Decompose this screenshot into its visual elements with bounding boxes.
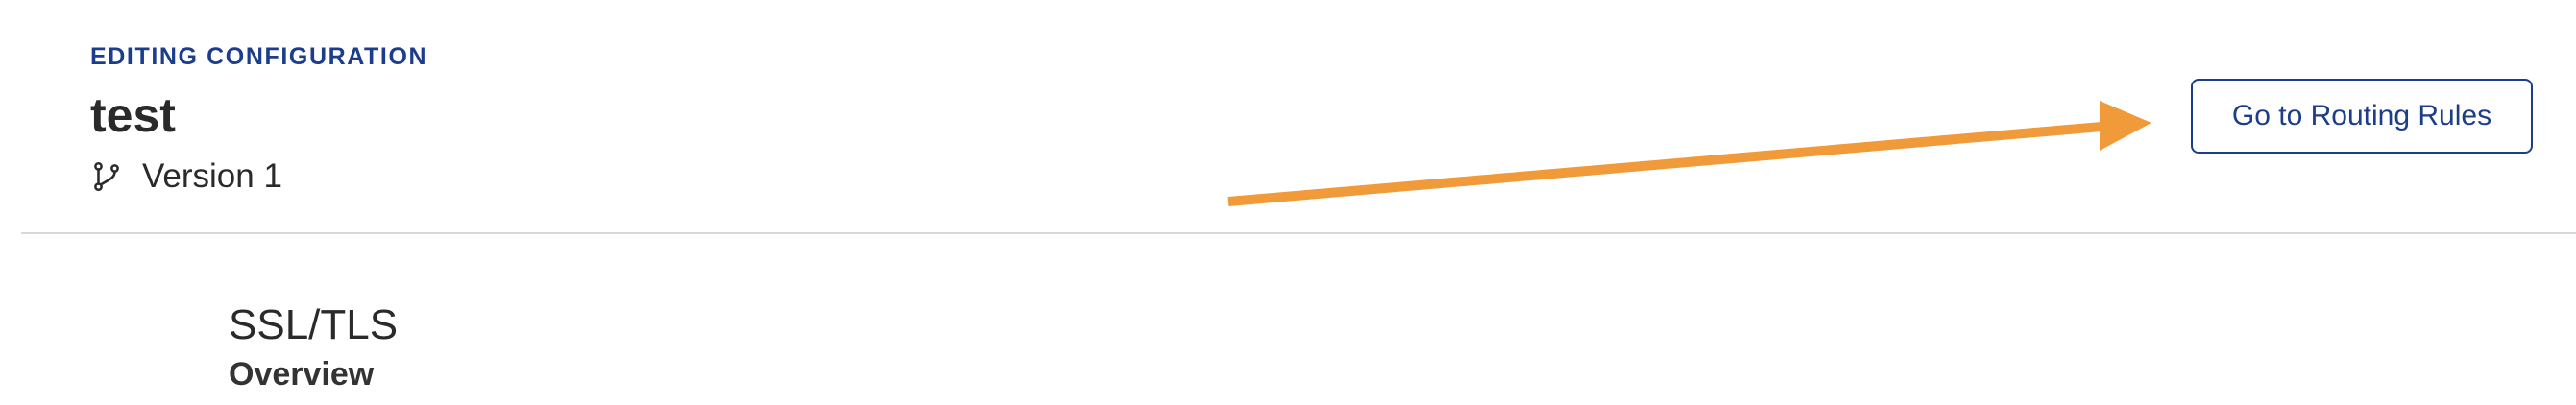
annotation-arrow-shaft — [1227, 121, 2114, 206]
section-heading: SSL/TLS — [229, 301, 399, 348]
section-subheading: Overview — [229, 356, 375, 393]
configuration-title: test — [90, 88, 176, 142]
git-branch-icon — [90, 160, 123, 193]
version-label: Version 1 — [142, 157, 282, 195]
editing-configuration-label: EDITING CONFIGURATION — [90, 43, 428, 70]
go-to-routing-rules-button[interactable]: Go to Routing Rules — [2191, 79, 2533, 154]
annotation-arrowhead — [2100, 101, 2151, 151]
header-divider — [21, 232, 2576, 234]
version-indicator: Version 1 — [90, 157, 282, 196]
